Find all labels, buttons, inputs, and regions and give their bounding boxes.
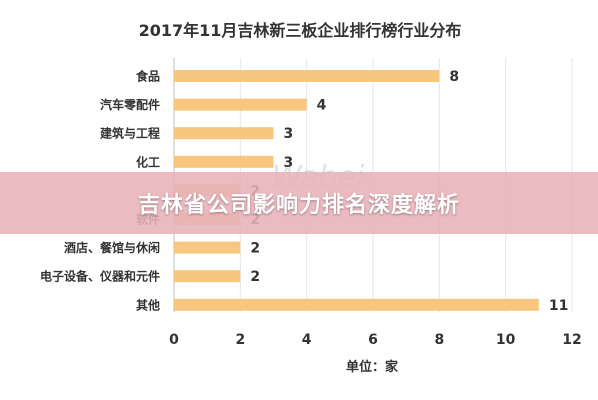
category-label: 食品 — [135, 69, 160, 84]
bar — [174, 70, 440, 82]
value-label: 2 — [250, 269, 260, 285]
x-tick-label: 10 — [496, 332, 516, 348]
value-label: 2 — [250, 241, 260, 257]
x-axis-label: 单位：家 — [346, 359, 399, 375]
category-label: 其他 — [136, 297, 160, 312]
x-tick-label: 12 — [562, 332, 581, 348]
x-tick-label: 8 — [434, 332, 444, 348]
category-label: 汽车零配件 — [100, 97, 160, 112]
bar — [174, 155, 274, 168]
chart-title: 2017年11月吉林新三板企业排行榜行业分布 — [139, 21, 462, 40]
value-label: 11 — [549, 298, 568, 314]
bar — [174, 270, 241, 283]
category-label: 电子设备、仪器和元件 — [40, 269, 160, 284]
value-label: 8 — [449, 69, 459, 85]
x-tick-label: 0 — [169, 332, 179, 348]
x-tick-label: 2 — [235, 332, 245, 348]
bar — [174, 127, 274, 140]
bar — [174, 98, 307, 111]
x-axis-ticks: 0 2 4 6 8 10 12 — [169, 332, 582, 348]
category-label: 酒店、餐馆与休闲 — [64, 240, 160, 255]
value-label: 3 — [284, 126, 294, 142]
category-label: 化工 — [136, 154, 160, 169]
overlay-banner: 吉林省公司影响力排名深度解析 — [0, 172, 598, 234]
value-label: 4 — [317, 98, 327, 114]
value-label: 3 — [284, 155, 294, 171]
x-tick-label: 6 — [368, 332, 378, 348]
bar — [174, 241, 241, 254]
overlay-banner-text: 吉林省公司影响力排名深度解析 — [137, 193, 460, 218]
bar — [174, 298, 539, 311]
x-tick-label: 4 — [302, 332, 312, 348]
category-label: 建筑与工程 — [99, 126, 160, 141]
